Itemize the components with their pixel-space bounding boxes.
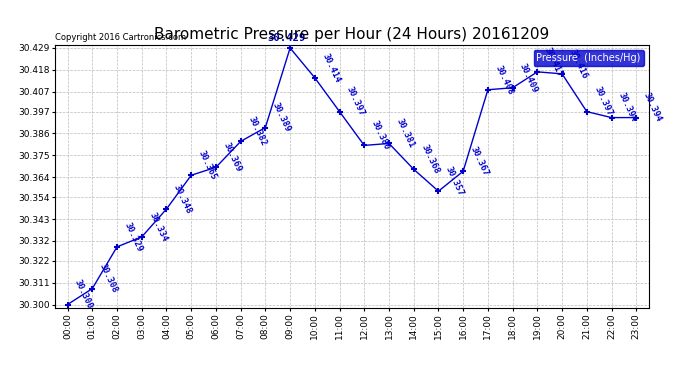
Text: 30.367: 30.367 [469, 145, 490, 177]
Text: 30.357: 30.357 [444, 165, 466, 197]
Text: 30.416: 30.416 [568, 48, 589, 80]
Text: 30.397: 30.397 [592, 86, 614, 118]
Text: 30.300: 30.300 [73, 278, 95, 310]
Text: 30.409: 30.409 [518, 62, 540, 94]
Text: Copyright 2016 Cartronics.com: Copyright 2016 Cartronics.com [55, 33, 186, 42]
Text: 30.348: 30.348 [172, 183, 193, 215]
Text: 30.334: 30.334 [147, 211, 169, 243]
Text: 30.408: 30.408 [493, 63, 515, 96]
Text: 30.414: 30.414 [320, 52, 342, 84]
Legend: Pressure  (Inches/Hg): Pressure (Inches/Hg) [533, 50, 644, 66]
Text: 30.369: 30.369 [221, 141, 243, 174]
Text: 30.389: 30.389 [271, 101, 293, 134]
Title: Barometric Pressure per Hour (24 Hours) 20161209: Barometric Pressure per Hour (24 Hours) … [155, 27, 549, 42]
Text: 30.382: 30.382 [246, 115, 268, 148]
Text: 30.429: 30.429 [268, 33, 306, 43]
Text: 30.365: 30.365 [197, 149, 218, 182]
Text: 30.394: 30.394 [617, 92, 638, 124]
Text: 30.380: 30.380 [370, 119, 391, 152]
Text: 30.417: 30.417 [543, 46, 564, 78]
Text: 30.381: 30.381 [395, 117, 416, 150]
Text: 30.394: 30.394 [642, 92, 663, 124]
Text: 30.308: 30.308 [98, 262, 119, 295]
Text: 30.368: 30.368 [420, 143, 441, 176]
Text: 30.329: 30.329 [123, 220, 144, 253]
Text: 30.397: 30.397 [345, 86, 366, 118]
